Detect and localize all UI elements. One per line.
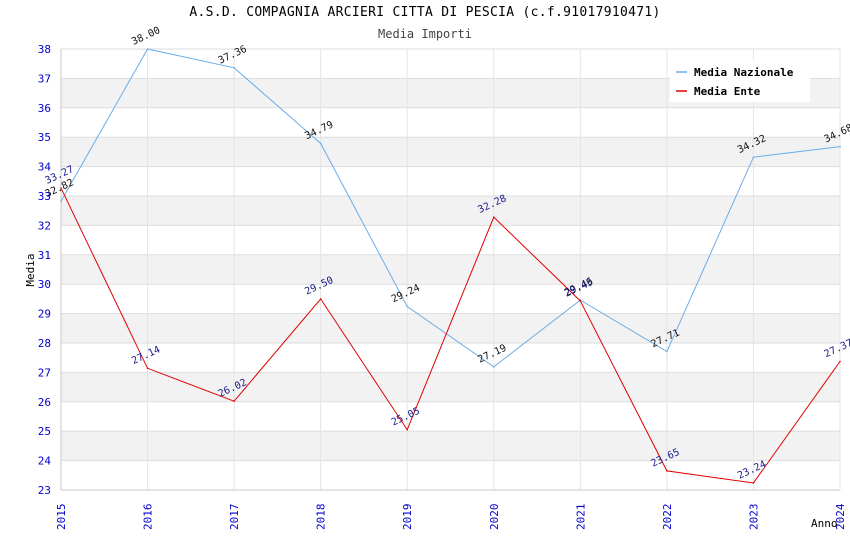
y-tick-label: 29	[38, 308, 51, 321]
y-tick-label: 27	[38, 366, 51, 379]
x-tick-label: 2019	[401, 504, 414, 531]
grid-band	[61, 372, 840, 402]
legend-box	[670, 60, 810, 102]
data-point	[406, 428, 409, 431]
x-tick-label: 2021	[574, 504, 587, 531]
y-tick-label: 36	[38, 102, 51, 115]
data-label: 25.05	[390, 406, 422, 429]
data-point	[233, 400, 235, 403]
data-point	[146, 367, 149, 370]
grid-band	[61, 431, 840, 461]
chart-subtitle: Media Importi	[378, 27, 472, 41]
x-tick-label: 2022	[661, 504, 674, 531]
x-tick-label: 2024	[834, 503, 847, 530]
data-label: 29.24	[390, 283, 422, 306]
data-point	[839, 145, 841, 148]
data-label: 27.14	[130, 344, 162, 367]
chart-title: A.S.D. COMPAGNIA ARCIERI CITTA DI PESCIA…	[189, 5, 661, 20]
y-axis-title: Media	[24, 253, 37, 286]
grid-band	[61, 137, 840, 167]
y-tick-label: 34	[38, 161, 52, 174]
legend-label: Media Ente	[694, 85, 761, 98]
y-axis-ticks: 23 24 25 26 27 28 29 30 31 32 33 34 35 36 37 38	[38, 43, 52, 497]
data-point	[666, 470, 668, 472]
x-tick-label: 2015	[55, 504, 68, 531]
data-label: 27.19	[476, 343, 508, 366]
data-point	[60, 187, 62, 189]
grid-band	[61, 313, 840, 343]
y-tick-label: 35	[38, 131, 51, 144]
data-point	[233, 67, 235, 69]
data-point	[579, 300, 582, 302]
y-tick-label: 32	[38, 219, 51, 232]
y-tick-label: 28	[38, 337, 51, 350]
x-axis-title: Anno	[811, 517, 838, 530]
data-point	[839, 360, 841, 363]
grid-lines	[60, 48, 841, 491]
x-axis-ticks: 2015 2016 2017 2018 2019 2020 2021 2022 2023 2024	[55, 503, 847, 530]
grid-band	[61, 254, 840, 285]
y-tick-label: 23	[38, 484, 51, 497]
data-label: 38.00	[130, 25, 162, 48]
y-tick-label: 30	[38, 278, 51, 291]
series-line	[60, 48, 841, 368]
data-point	[146, 48, 149, 50]
x-tick-label: 2020	[488, 504, 501, 531]
x-tick-label: 2018	[315, 504, 328, 531]
data-point	[319, 298, 322, 300]
data-label: 23.24	[736, 459, 768, 482]
legend-label: Media Nazionale	[694, 66, 794, 79]
data-point	[752, 482, 755, 484]
series-lines	[60, 48, 841, 484]
x-tick-label: 2016	[142, 504, 155, 531]
grid-bands	[61, 78, 840, 461]
data-point	[492, 366, 495, 368]
data-point	[752, 156, 755, 158]
data-point	[406, 305, 409, 308]
x-tick-label: 2023	[747, 504, 760, 531]
y-tick-label: 24	[38, 455, 52, 468]
y-tick-label: 33	[38, 190, 51, 203]
y-tick-label: 38	[38, 43, 51, 56]
y-tick-label: 25	[38, 425, 51, 438]
y-tick-label: 26	[38, 396, 51, 409]
data-point	[666, 350, 668, 353]
data-point	[319, 142, 322, 145]
y-tick-label: 31	[38, 249, 51, 262]
grid-band	[61, 196, 840, 226]
y-tick-label: 37	[38, 72, 51, 85]
data-point	[492, 216, 495, 218]
data-label: 37.36	[217, 44, 249, 67]
x-tick-label: 2017	[228, 504, 241, 531]
legend: Media Nazionale Media Ente	[670, 60, 810, 102]
series-line	[60, 187, 841, 484]
data-point	[60, 200, 62, 203]
